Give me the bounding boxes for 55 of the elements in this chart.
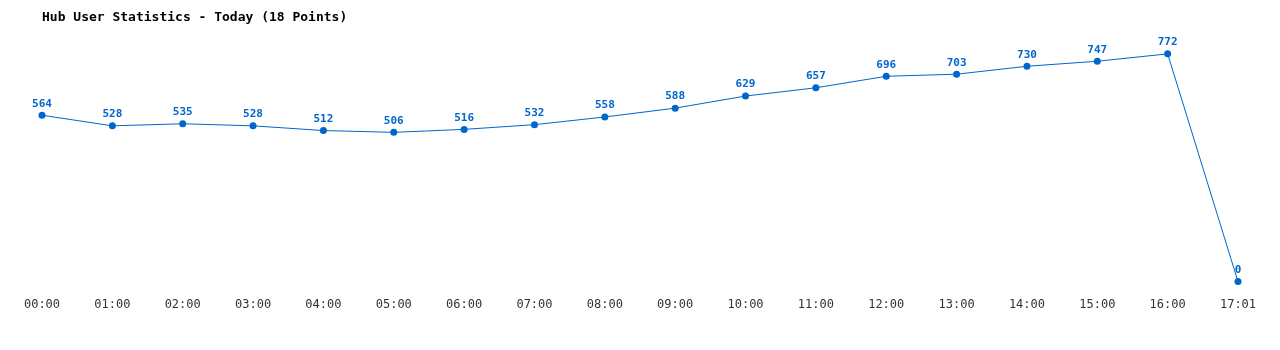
data-label: 535	[172, 105, 193, 119]
point	[179, 120, 187, 128]
point	[882, 72, 890, 80]
data-label: 0	[1234, 262, 1242, 276]
data-label: 703	[946, 55, 967, 69]
x-tick-label: 01:00	[94, 296, 131, 311]
point	[671, 104, 679, 112]
data-label: 528	[102, 107, 123, 121]
data-label: 629	[735, 77, 756, 91]
point	[530, 121, 538, 129]
x-tick-label: 14:00	[1008, 296, 1045, 311]
x-tick-label: 17:01	[1219, 296, 1257, 311]
point	[390, 128, 398, 136]
x-tick-label: 06:00	[446, 296, 483, 311]
data-label: 747	[1087, 42, 1108, 56]
data-label: 512	[313, 111, 334, 125]
x-tick-label: 08:00	[586, 296, 623, 311]
data-label: 506	[383, 113, 405, 127]
data-label: 657	[805, 69, 826, 83]
point	[319, 127, 327, 135]
point	[812, 84, 820, 92]
data-label: 772	[1157, 35, 1178, 49]
x-tick-label: 00:00	[23, 296, 61, 311]
x-tick-label: 02:00	[164, 296, 201, 311]
point	[460, 125, 468, 133]
point	[1093, 57, 1101, 65]
data-label: 588	[665, 89, 686, 103]
chart-title: Hub User Statistics - Today (18 Points)	[42, 9, 348, 25]
point	[38, 111, 46, 119]
point	[742, 92, 750, 100]
data-label: 532	[524, 106, 545, 120]
point	[1023, 62, 1031, 70]
point	[1164, 50, 1172, 58]
x-tick-label: 05:00	[375, 296, 412, 311]
data-label: 564	[32, 96, 53, 110]
x-tick-label: 03:00	[235, 296, 272, 311]
x-tick-label: 10:00	[727, 296, 764, 311]
x-tick-label: 12:00	[868, 296, 905, 311]
point	[249, 122, 257, 130]
x-tick-label: 16:00	[1149, 296, 1186, 311]
x-tick-label: 07:00	[516, 296, 553, 311]
x-tick-label: 15:00	[1079, 296, 1116, 311]
data-label: 528	[243, 107, 263, 121]
x-tick-label: 09:00	[657, 296, 694, 311]
point	[601, 113, 609, 121]
point	[108, 122, 116, 130]
point	[1234, 278, 1242, 286]
data-label: 730	[1017, 47, 1037, 61]
data-label: 696	[876, 57, 897, 71]
x-tick-label: 13:00	[938, 296, 975, 311]
x-tick-label: 11:00	[797, 296, 834, 311]
data-label: 516	[454, 110, 475, 124]
point	[953, 70, 961, 78]
data-label: 558	[594, 98, 615, 112]
x-tick-label: 04:00	[305, 296, 342, 311]
